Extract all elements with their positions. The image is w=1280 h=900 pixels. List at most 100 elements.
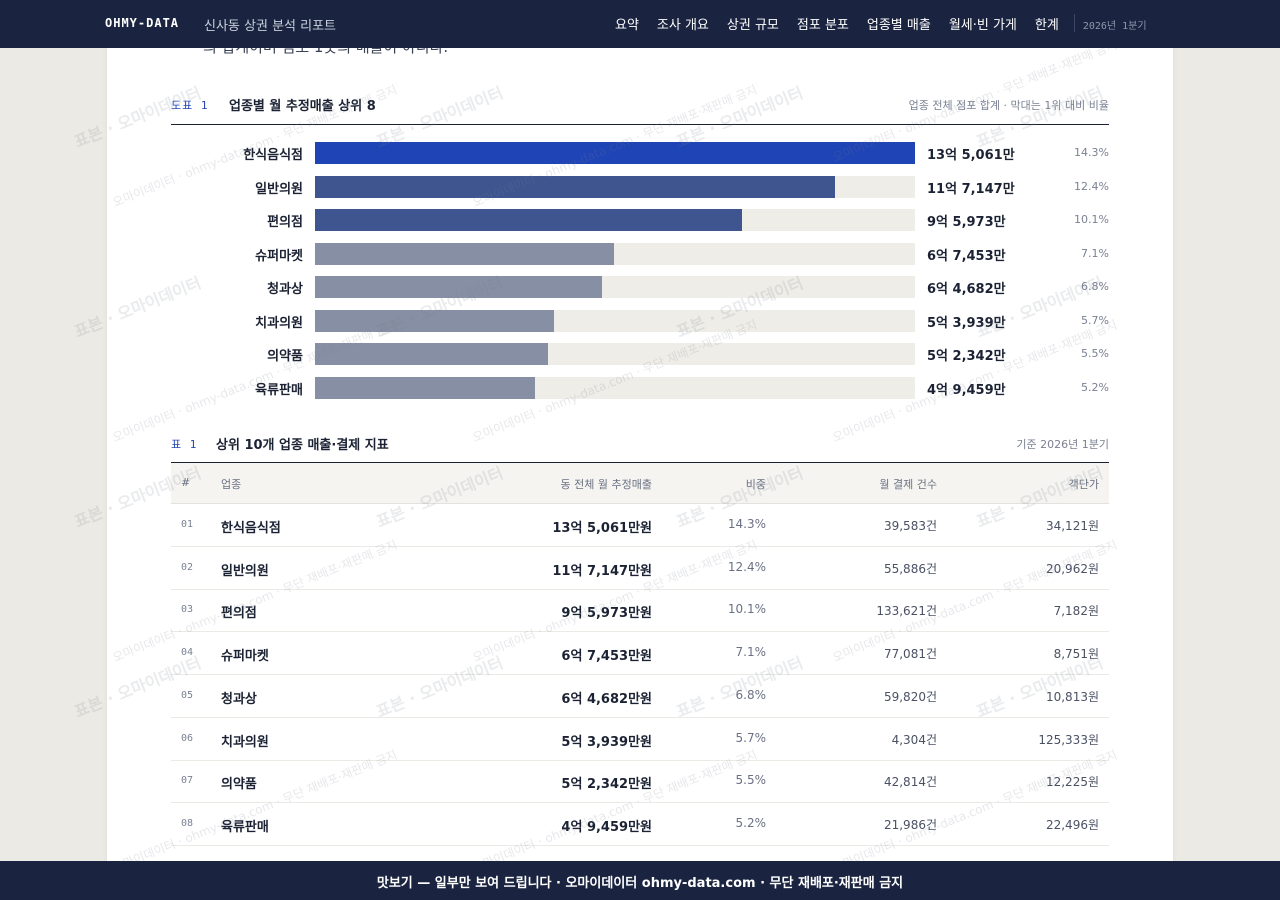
row-sales: 6억 4,682만원 xyxy=(561,691,652,707)
bar-share-label: 7.1% xyxy=(1081,246,1109,260)
nav-survey-overview[interactable]: 조사 개요 xyxy=(656,18,709,33)
row-sales: 13억 5,061만원 xyxy=(552,521,652,536)
nav-store-distribution[interactable]: 점포 분포 xyxy=(796,18,849,33)
bar-label: 편의점 xyxy=(267,215,303,230)
bar-label: 치과의원 xyxy=(255,315,303,331)
row-share: 5.7% xyxy=(735,730,767,745)
section-nav: 요약 조사 개요 상권 규모 점포 분포 업종별 매출 월세·빈 가게 한계 2… xyxy=(606,14,1157,33)
col-share: 비중 xyxy=(745,478,766,491)
row-avg-price: 12,225원 xyxy=(1045,775,1099,790)
row-industry: 일반의원 xyxy=(221,563,269,579)
period-label: 2026년 1분기 xyxy=(1082,21,1147,32)
row-industry: 슈퍼마켓 xyxy=(221,649,269,665)
row-transactions: 77,081건 xyxy=(883,647,937,662)
row-index: 04 xyxy=(181,647,194,659)
top-nav-bar: OHMY-DATA 신사동 상권 분석 리포트 요약 조사 개요 상권 규모 점… xyxy=(0,0,1280,48)
col-index: # xyxy=(181,476,191,489)
row-avg-price: 20,962원 xyxy=(1045,561,1099,576)
row-index: 06 xyxy=(181,732,194,744)
bar-row: 의약품 5억 2,342만 5.5% xyxy=(171,343,1109,365)
row-share: 5.5% xyxy=(735,773,767,788)
bar-label: 슈퍼마켓 xyxy=(255,248,303,264)
col-transactions: 월 결제 건수 xyxy=(879,478,937,491)
bar xyxy=(315,309,555,332)
nav-sales-by-industry[interactable]: 업종별 매출 xyxy=(866,18,931,33)
figure-note: 업종 전체 점포 합계 · 막대는 1위 대비 비율 xyxy=(908,99,1109,112)
bar-share-label: 5.2% xyxy=(1081,380,1109,394)
row-industry: 의약품 xyxy=(221,777,257,793)
bar-label: 한식음식점 xyxy=(243,148,303,163)
bar-share-label: 5.5% xyxy=(1081,347,1109,360)
bar-track xyxy=(315,142,915,164)
brand-logo[interactable]: OHMY-DATA xyxy=(105,16,180,30)
row-share: 10.1% xyxy=(727,602,766,617)
row-index: 03 xyxy=(181,604,194,616)
bar-row: 슈퍼마켓 6억 7,453만 7.1% xyxy=(171,242,1109,265)
row-share: 7.1% xyxy=(735,645,767,660)
table-row: 06 치과의원 5억 3,939만원 5.7% 4,304건 125,333원 xyxy=(171,718,1109,761)
table-row: 08 육류판매 4억 9,459만원 5.2% 21,986건 22,496원 xyxy=(171,803,1109,846)
row-transactions: 39,583건 xyxy=(883,519,937,533)
bar-track xyxy=(315,175,915,198)
row-sales: 6억 7,453만원 xyxy=(561,649,652,665)
bar-row: 편의점 9억 5,973만 10.1% xyxy=(171,209,1109,231)
row-industry: 육류판매 xyxy=(221,819,269,835)
bar-row: 육류판매 4억 9,459만 5.2% xyxy=(171,376,1109,399)
bar-track xyxy=(315,242,915,265)
bar-track xyxy=(315,343,915,365)
row-avg-price: 22,496원 xyxy=(1045,817,1099,832)
row-sales: 5억 2,342만원 xyxy=(561,777,652,793)
row-sales: 9억 5,973만원 xyxy=(561,606,652,622)
col-industry: 업종 xyxy=(221,478,242,491)
col-sales: 동 전체 월 추정매출 xyxy=(560,478,652,491)
row-transactions: 21,986건 xyxy=(883,817,937,832)
bar-share-label: 12.4% xyxy=(1074,179,1109,193)
nav-summary[interactable]: 요약 xyxy=(615,18,639,33)
bar xyxy=(315,242,615,265)
bar-share-label: 6.8% xyxy=(1081,280,1109,293)
row-index: 08 xyxy=(181,817,194,829)
bar-track xyxy=(315,276,915,298)
row-transactions: 133,621건 xyxy=(876,604,937,619)
bar-row: 일반의원 11억 7,147만 12.4% xyxy=(171,175,1109,198)
bar-track xyxy=(315,376,915,399)
bar-value-label: 5억 2,342만 xyxy=(927,349,1006,364)
row-index: 02 xyxy=(181,561,194,573)
row-share: 5.2% xyxy=(735,815,767,830)
table-number: 표 1 xyxy=(171,438,198,451)
nav-divider xyxy=(1073,14,1075,32)
bar-share-label: 5.7% xyxy=(1081,313,1109,327)
col-avg-price: 객단가 xyxy=(1068,478,1099,491)
bar-track xyxy=(315,209,915,231)
row-sales: 4억 9,459만원 xyxy=(561,819,652,835)
bar-label: 일반의원 xyxy=(255,181,303,197)
bar-label: 청과상 xyxy=(267,282,303,297)
bar xyxy=(315,175,836,198)
row-avg-price: 7,182원 xyxy=(1053,604,1099,619)
bar-row: 치과의원 5억 3,939만 5.7% xyxy=(171,309,1109,332)
figure-header: 도표 1 업종별 월 추정매출 상위 8 업종 전체 점포 합계 · 막대는 1… xyxy=(171,92,1109,125)
row-transactions: 55,886건 xyxy=(883,561,937,576)
row-industry: 치과의원 xyxy=(221,734,269,750)
row-avg-price: 10,813원 xyxy=(1045,689,1099,704)
bar-label: 육류판매 xyxy=(255,382,303,398)
bar-track xyxy=(315,309,915,332)
bar-value-label: 6억 7,453만 xyxy=(927,248,1006,264)
bar xyxy=(315,276,603,298)
row-avg-price: 34,121원 xyxy=(1045,519,1099,533)
nav-limitations[interactable]: 한계 xyxy=(1034,18,1059,33)
nav-rent-vacancy[interactable]: 월세·빈 가게 xyxy=(948,18,1017,33)
table-title: 상위 10개 업종 매출·결제 지표 xyxy=(216,438,389,453)
row-index: 01 xyxy=(181,519,194,530)
table-row: 02 일반의원 11억 7,147만원 12.4% 55,886건 20,962원 xyxy=(171,547,1109,590)
row-transactions: 4,304건 xyxy=(891,732,937,747)
table-header: 표 1 상위 10개 업종 매출·결제 지표 기준 2026년 1분기 xyxy=(171,430,1109,463)
row-avg-price: 8,751원 xyxy=(1053,647,1099,662)
row-avg-price: 125,333원 xyxy=(1038,732,1099,747)
table-row: 05 청과상 6억 4,682만원 6.8% 59,820건 10,813원 xyxy=(171,675,1109,718)
row-share: 6.8% xyxy=(735,687,767,702)
nav-market-size[interactable]: 상권 규모 xyxy=(726,18,779,33)
row-transactions: 42,814건 xyxy=(883,775,937,790)
figure-number: 도표 1 xyxy=(171,99,209,112)
row-industry: 청과상 xyxy=(221,691,257,707)
